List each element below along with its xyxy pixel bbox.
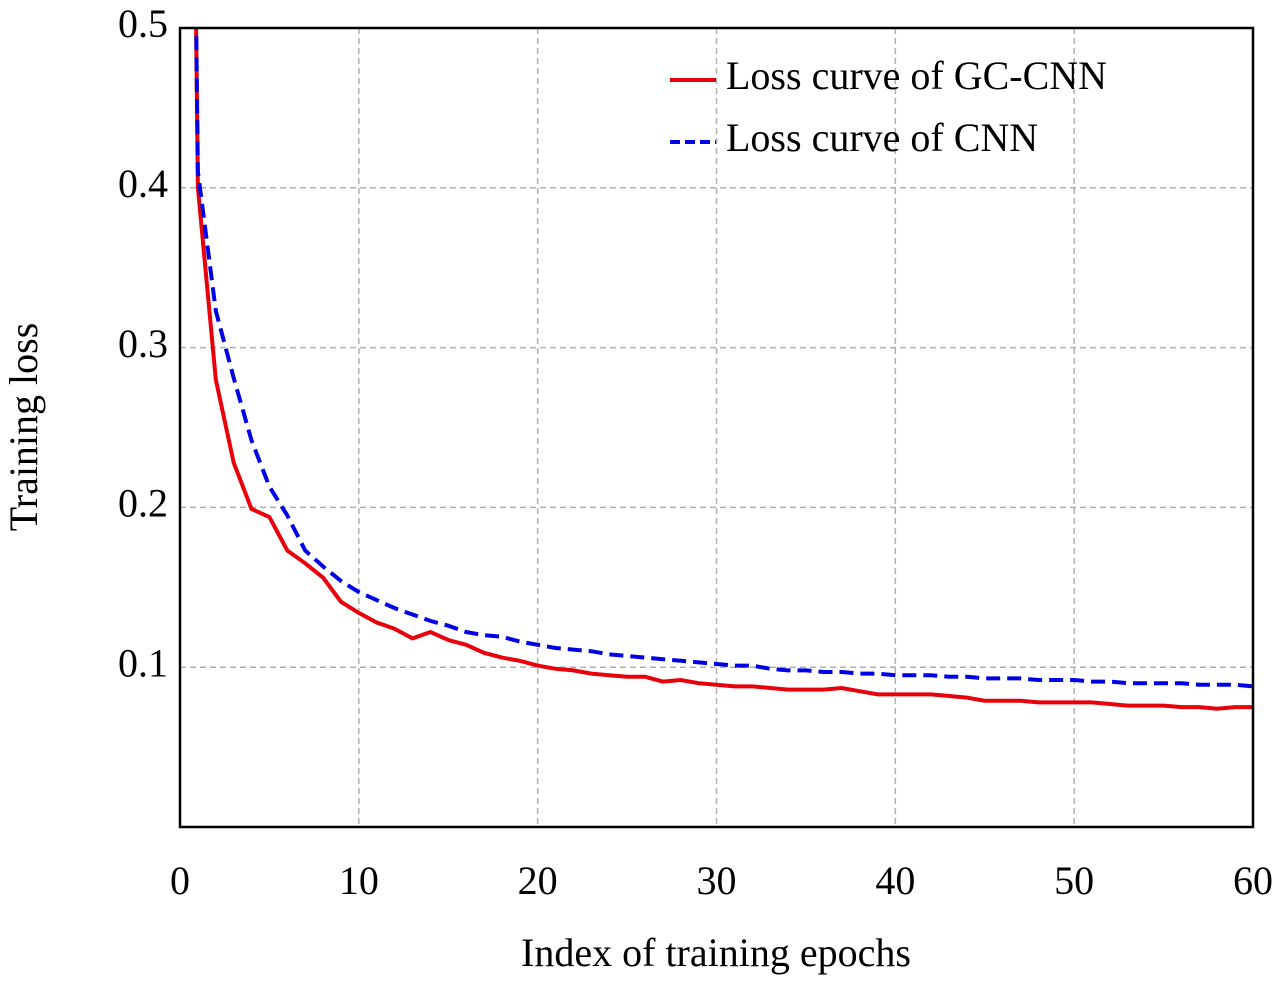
- plot-lines: [194, 28, 1253, 711]
- x-tick-label: 60: [1233, 858, 1273, 903]
- y-axis-label: Training loss: [1, 323, 46, 532]
- y-tick-label: 0.2: [118, 481, 168, 526]
- x-tick-label: 40: [875, 858, 915, 903]
- x-tick-label: 0: [170, 858, 190, 903]
- x-tick-label: 20: [518, 858, 558, 903]
- y-tick-label: 0.1: [118, 640, 168, 685]
- x-tick-label: 30: [697, 858, 737, 903]
- y-tick-label: 0.3: [118, 321, 168, 366]
- data-line: [194, 28, 1253, 711]
- x-axis-label: Index of training epochs: [521, 930, 911, 975]
- x-tick-label: 50: [1054, 858, 1094, 903]
- x-tick-label: 10: [339, 858, 379, 903]
- y-tick-label: 0.4: [118, 161, 168, 206]
- legend-label: Loss curve of GC-CNN: [726, 53, 1107, 98]
- legend-label: Loss curve of CNN: [726, 115, 1038, 160]
- y-tick-label: 0.5: [118, 1, 168, 46]
- data-line: [194, 28, 1253, 689]
- plot-frame: [178, 26, 1255, 829]
